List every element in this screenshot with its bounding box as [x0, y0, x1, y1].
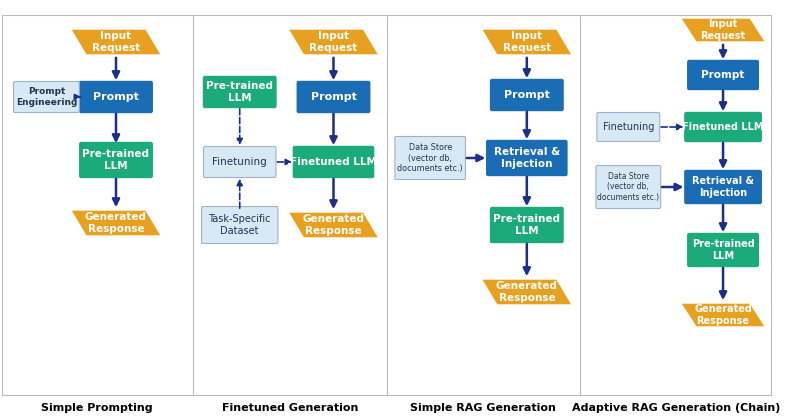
- FancyBboxPatch shape: [294, 147, 374, 178]
- FancyBboxPatch shape: [80, 142, 152, 178]
- FancyBboxPatch shape: [685, 171, 762, 204]
- Text: Pre-trained
LLM: Pre-trained LLM: [494, 214, 560, 236]
- Text: Finetuned LLM: Finetuned LLM: [290, 157, 377, 167]
- Text: Pre-trained
LLM: Pre-trained LLM: [82, 149, 150, 171]
- Text: Simple RAG Generation: Simple RAG Generation: [410, 403, 556, 413]
- FancyBboxPatch shape: [688, 60, 758, 89]
- Text: Data Store
(vector db,
documents etc.): Data Store (vector db, documents etc.): [598, 172, 659, 202]
- FancyBboxPatch shape: [688, 234, 758, 267]
- Text: Data Store
(vector db,
documents etc.): Data Store (vector db, documents etc.): [398, 143, 463, 173]
- Text: Input
Request: Input Request: [310, 31, 358, 53]
- FancyBboxPatch shape: [490, 207, 563, 242]
- Polygon shape: [482, 279, 572, 305]
- Polygon shape: [70, 29, 162, 55]
- FancyBboxPatch shape: [596, 165, 661, 208]
- FancyBboxPatch shape: [395, 136, 466, 179]
- Text: Pre-trained
LLM: Pre-trained LLM: [692, 239, 754, 261]
- Text: Simple Prompting: Simple Prompting: [41, 403, 153, 413]
- Text: Task-Specific
Dataset: Task-Specific Dataset: [209, 214, 271, 236]
- FancyBboxPatch shape: [298, 81, 370, 113]
- Text: Finetuned LLM: Finetuned LLM: [682, 122, 764, 132]
- Text: Finetuning: Finetuning: [602, 122, 654, 132]
- Polygon shape: [681, 18, 766, 42]
- Text: Generated
Response: Generated Response: [85, 212, 147, 234]
- Text: Adaptive RAG Generation (Chain): Adaptive RAG Generation (Chain): [573, 403, 781, 413]
- Polygon shape: [288, 29, 379, 55]
- Text: Generated
Response: Generated Response: [496, 281, 558, 303]
- FancyBboxPatch shape: [203, 76, 276, 108]
- Text: Finetuning: Finetuning: [212, 157, 267, 167]
- FancyBboxPatch shape: [203, 147, 276, 178]
- Polygon shape: [681, 303, 766, 327]
- Text: Prompt: Prompt: [93, 92, 139, 102]
- Text: Input
Request: Input Request: [92, 31, 140, 53]
- Text: Prompt
Engineering: Prompt Engineering: [16, 87, 77, 107]
- Polygon shape: [288, 212, 379, 238]
- Text: Prompt: Prompt: [504, 90, 550, 100]
- Text: Generated
Response: Generated Response: [694, 304, 752, 326]
- FancyBboxPatch shape: [486, 141, 567, 176]
- Text: Retrieval &
Injection: Retrieval & Injection: [494, 147, 560, 169]
- Polygon shape: [70, 210, 162, 236]
- FancyBboxPatch shape: [490, 79, 563, 110]
- FancyBboxPatch shape: [685, 113, 762, 142]
- Text: Prompt: Prompt: [310, 92, 357, 102]
- FancyBboxPatch shape: [80, 81, 152, 113]
- FancyBboxPatch shape: [202, 207, 278, 244]
- Polygon shape: [482, 29, 572, 55]
- FancyBboxPatch shape: [597, 113, 660, 142]
- Text: Retrieval &
Injection: Retrieval & Injection: [692, 176, 754, 198]
- Text: Pre-trained
LLM: Pre-trained LLM: [206, 81, 274, 103]
- Text: Input
Request: Input Request: [701, 19, 746, 41]
- Text: Prompt: Prompt: [702, 70, 745, 80]
- Text: Input
Request: Input Request: [502, 31, 551, 53]
- FancyBboxPatch shape: [14, 81, 79, 113]
- Text: Finetuned Generation: Finetuned Generation: [222, 403, 358, 413]
- Text: Generated
Response: Generated Response: [302, 214, 365, 236]
